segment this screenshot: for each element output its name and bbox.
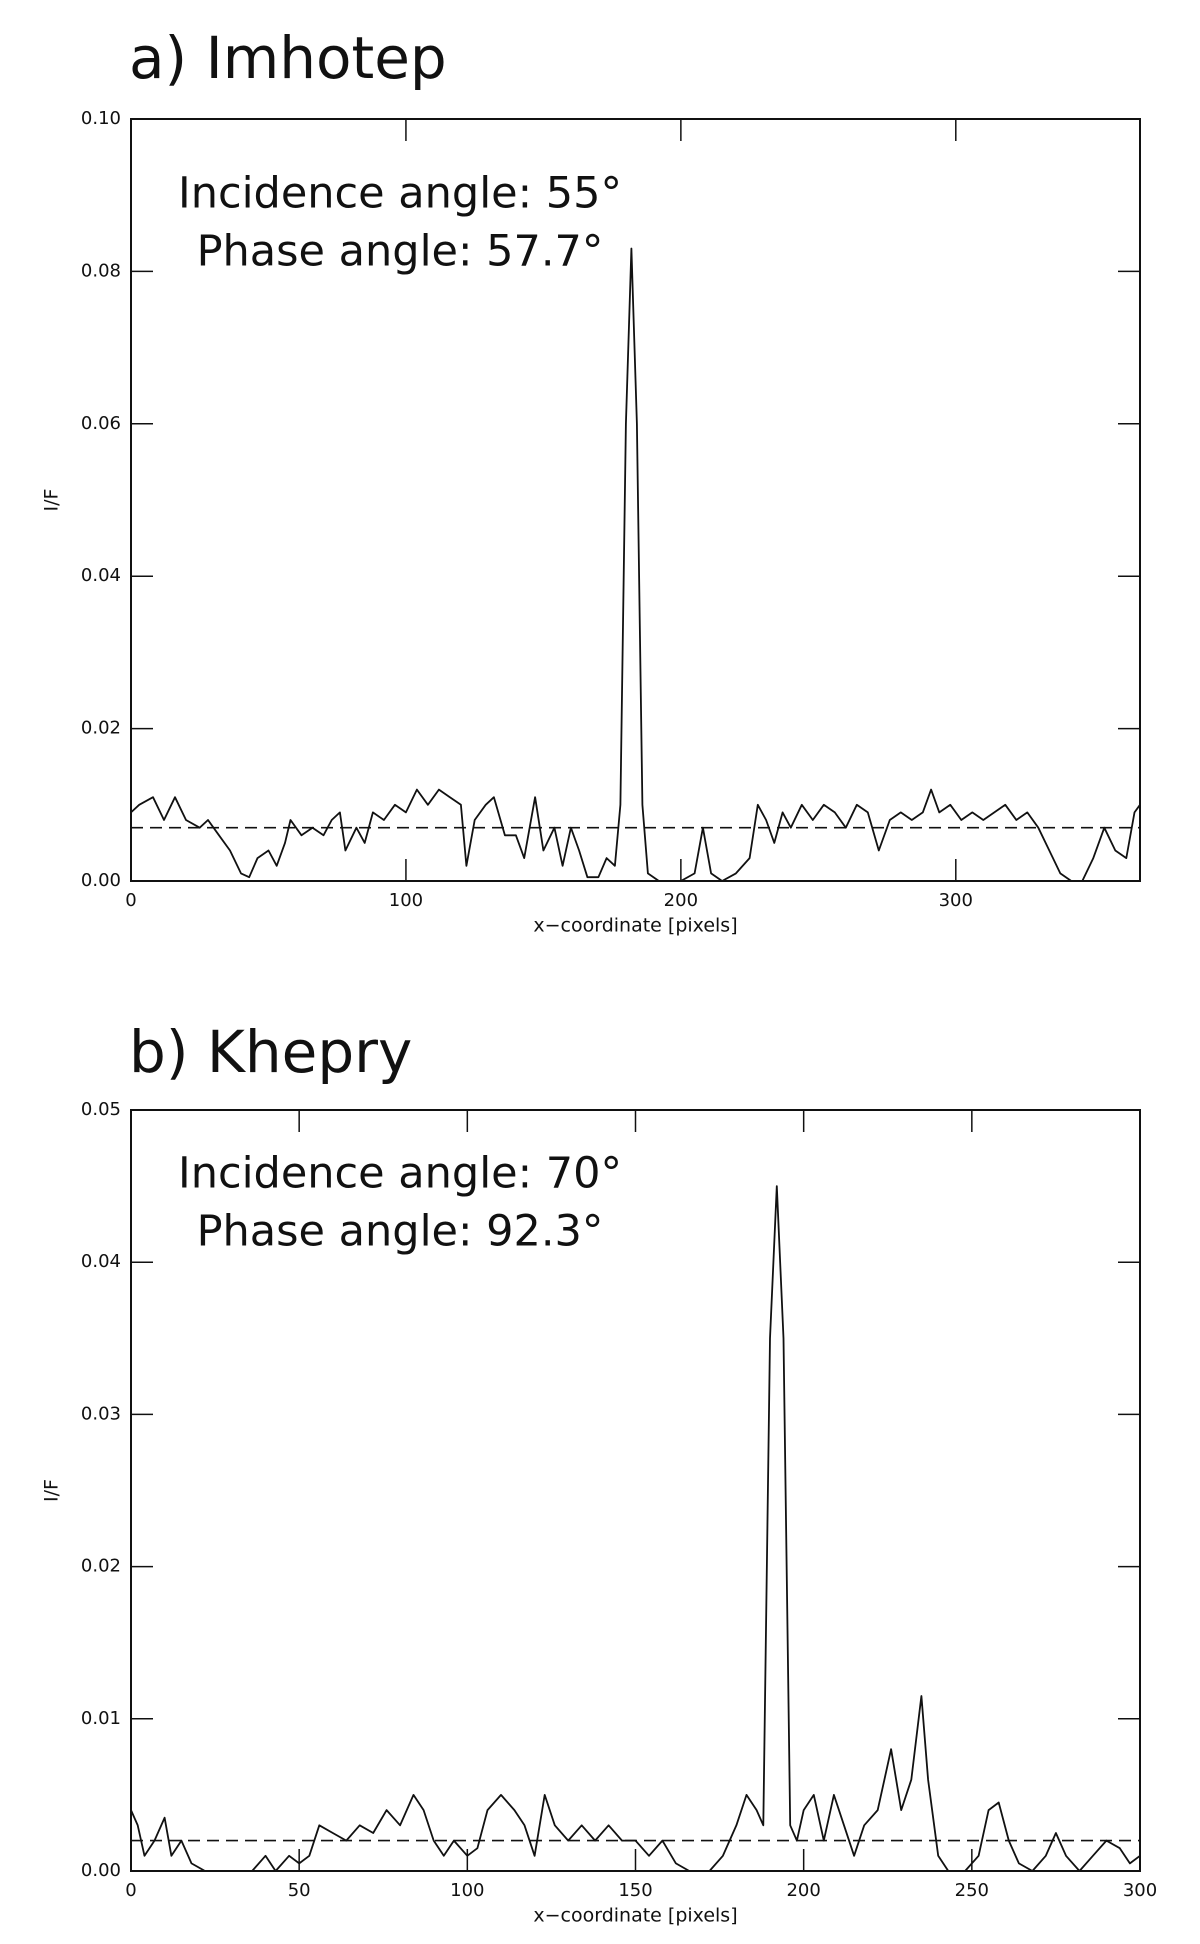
y-tick-label: 0.03 (81, 1403, 121, 1424)
y-tick-label: 0.04 (81, 1251, 121, 1272)
x-tick-label: 150 (618, 1880, 652, 1901)
x-tick-label: 300 (939, 890, 973, 911)
y-tick-label: 0.02 (81, 718, 121, 739)
y-tick-label: 0.01 (81, 1708, 121, 1729)
x-tick-label: 100 (389, 890, 423, 911)
data-line (130, 247, 1141, 882)
annotation: Phase angle: 57.7° (197, 227, 604, 277)
annotation: Incidence angle: 70° (178, 1149, 622, 1199)
plot-frame (130, 1109, 1141, 1872)
x-tick-label: 300 (1123, 1880, 1157, 1901)
y-axis-label: I/F (41, 1479, 63, 1502)
x-tick-label: 0 (125, 1880, 136, 1901)
data-line (130, 1185, 1141, 1872)
annotation: Phase angle: 92.3° (197, 1207, 604, 1257)
x-axis-label: x−coordinate [pixels] (533, 915, 737, 937)
y-tick-label: 0.05 (81, 1099, 121, 1120)
x-tick-label: 50 (288, 1880, 311, 1901)
x-tick-label: 100 (450, 1880, 484, 1901)
x-axis-label: x−coordinate [pixels] (533, 1905, 737, 1927)
y-axis-label: I/F (41, 489, 63, 512)
plot-frame (130, 118, 1141, 882)
y-tick-label: 0.08 (81, 260, 121, 281)
x-tick-label: 200 (664, 890, 698, 911)
x-tick-label: 200 (786, 1880, 820, 1901)
y-tick-label: 0.10 (81, 108, 121, 129)
chart-title: b) Khepry (129, 1018, 412, 1086)
annotation: Incidence angle: 55° (178, 169, 622, 219)
x-tick-label: 250 (955, 1880, 989, 1901)
y-tick-label: 0.00 (81, 870, 121, 891)
y-tick-label: 0.02 (81, 1556, 121, 1577)
y-tick-label: 0.04 (81, 565, 121, 586)
y-tick-label: 0.06 (81, 413, 121, 434)
y-tick-label: 0.00 (81, 1860, 121, 1881)
chart-title: a) Imhotep (129, 24, 447, 92)
x-tick-label: 0 (125, 890, 136, 911)
